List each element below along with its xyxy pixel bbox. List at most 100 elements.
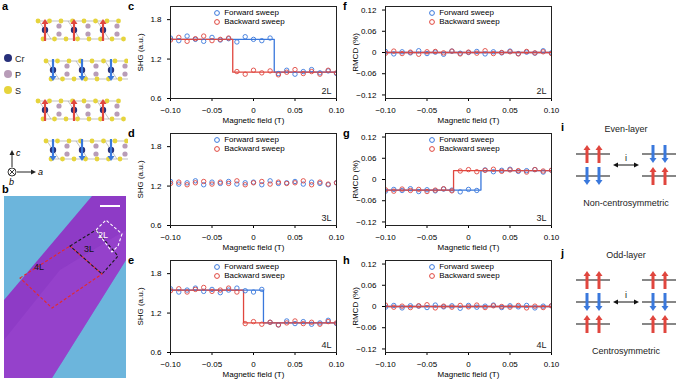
svg-text:2L: 2L bbox=[536, 86, 546, 96]
svg-text:RMCD (%): RMCD (%) bbox=[351, 160, 360, 199]
svg-text:3L: 3L bbox=[321, 213, 331, 223]
svg-text:−0.06: −0.06 bbox=[356, 323, 377, 333]
svg-text:0: 0 bbox=[251, 106, 256, 115]
svg-text:−0.10: −0.10 bbox=[160, 106, 181, 115]
svg-text:SHG (a.u.): SHG (a.u.) bbox=[136, 287, 145, 326]
svg-text:0.05: 0.05 bbox=[287, 360, 303, 369]
html-text:c: c bbox=[128, 0, 135, 12]
svg-text:0.12: 0.12 bbox=[361, 6, 377, 15]
svg-text:i: i bbox=[625, 290, 627, 300]
svg-text:SHG (a.u.): SHG (a.u.) bbox=[136, 33, 145, 72]
svg-text:Magnetic field (T): Magnetic field (T) bbox=[223, 370, 285, 379]
svg-text:−0.06: −0.06 bbox=[356, 69, 377, 79]
svg-text:a: a bbox=[38, 167, 43, 177]
svg-text:0.10: 0.10 bbox=[329, 106, 345, 115]
svg-text:Non-centrosymmetric: Non-centrosymmetric bbox=[583, 198, 669, 208]
svg-text:−0.12: −0.12 bbox=[356, 218, 377, 227]
svg-text:0.10: 0.10 bbox=[544, 233, 560, 242]
svg-text:Magnetic field (T): Magnetic field (T) bbox=[438, 243, 500, 252]
svg-text:Magnetic field (T): Magnetic field (T) bbox=[223, 116, 285, 125]
svg-text:c: c bbox=[16, 148, 21, 158]
svg-text:3L: 3L bbox=[536, 213, 546, 223]
svg-text:0.6: 0.6 bbox=[150, 94, 162, 103]
svg-text:−0.12: −0.12 bbox=[356, 345, 377, 354]
html-text:Forward sweep: Forward sweep bbox=[222, 8, 279, 17]
svg-text:−0.10: −0.10 bbox=[375, 360, 396, 369]
svg-text:−0.10: −0.10 bbox=[375, 233, 396, 242]
svg-text:Magnetic field (T): Magnetic field (T) bbox=[438, 370, 500, 379]
svg-text:0.06: 0.06 bbox=[361, 281, 377, 290]
svg-text:−0.05: −0.05 bbox=[417, 233, 438, 242]
svg-text:−0.05: −0.05 bbox=[202, 233, 223, 242]
svg-text:0: 0 bbox=[466, 233, 471, 242]
svg-text:1.2: 1.2 bbox=[150, 55, 162, 64]
svg-text:0: 0 bbox=[372, 48, 377, 57]
html-text:Forward sweep: Forward sweep bbox=[437, 262, 494, 271]
html-text:Backward sweep: Backward sweep bbox=[437, 17, 500, 26]
svg-text:−0.05: −0.05 bbox=[417, 106, 438, 115]
svg-text:Magnetic field (T): Magnetic field (T) bbox=[223, 243, 285, 252]
svg-text:RMCD (%): RMCD (%) bbox=[351, 33, 360, 72]
svg-text:3L: 3L bbox=[84, 244, 94, 254]
svg-text:Centrosymmetric: Centrosymmetric bbox=[592, 346, 661, 356]
svg-text:Even-layer: Even-layer bbox=[604, 124, 647, 134]
svg-text:0.6: 0.6 bbox=[150, 348, 162, 357]
svg-text:0.06: 0.06 bbox=[361, 27, 377, 36]
svg-text:Odd-layer: Odd-layer bbox=[606, 250, 646, 260]
svg-text:0.6: 0.6 bbox=[150, 221, 162, 230]
svg-text:0: 0 bbox=[372, 175, 377, 184]
svg-text:4L: 4L bbox=[321, 340, 331, 350]
svg-text:P: P bbox=[15, 70, 21, 80]
svg-text:SHG (a.u.): SHG (a.u.) bbox=[136, 160, 145, 199]
svg-text:0.10: 0.10 bbox=[329, 233, 345, 242]
html-text:Forward sweep: Forward sweep bbox=[437, 135, 494, 144]
svg-text:1.2: 1.2 bbox=[150, 309, 162, 318]
svg-text:4L: 4L bbox=[536, 340, 546, 350]
svg-text:−0.10: −0.10 bbox=[375, 106, 396, 115]
html-text:Forward sweep: Forward sweep bbox=[222, 135, 279, 144]
svg-text:1.8: 1.8 bbox=[150, 142, 162, 151]
svg-text:−0.05: −0.05 bbox=[417, 360, 438, 369]
svg-text:0.10: 0.10 bbox=[544, 360, 560, 369]
svg-text:0.05: 0.05 bbox=[287, 106, 303, 115]
svg-text:−0.05: −0.05 bbox=[202, 360, 223, 369]
svg-text:−0.10: −0.10 bbox=[160, 233, 181, 242]
svg-text:i: i bbox=[625, 153, 627, 163]
html-text:Forward sweep: Forward sweep bbox=[437, 8, 494, 17]
svg-text:0.05: 0.05 bbox=[502, 106, 518, 115]
svg-text:0: 0 bbox=[372, 302, 377, 311]
html-text:Backward sweep: Backward sweep bbox=[437, 271, 500, 280]
svg-text:−0.12: −0.12 bbox=[356, 91, 377, 100]
html-text:Forward sweep: Forward sweep bbox=[222, 262, 279, 271]
svg-text:1.8: 1.8 bbox=[150, 269, 162, 278]
html-text:Backward sweep: Backward sweep bbox=[437, 144, 500, 153]
svg-text:1.8: 1.8 bbox=[150, 15, 162, 24]
svg-text:4L: 4L bbox=[34, 262, 44, 272]
svg-text:2L: 2L bbox=[321, 86, 331, 96]
html-text:Backward sweep: Backward sweep bbox=[222, 271, 285, 280]
svg-text:0.05: 0.05 bbox=[502, 233, 518, 242]
html-text:Backward sweep: Backward sweep bbox=[222, 17, 285, 26]
svg-text:0.06: 0.06 bbox=[361, 154, 377, 163]
svg-text:b: b bbox=[9, 177, 14, 187]
svg-text:Magnetic field (T): Magnetic field (T) bbox=[438, 116, 500, 125]
svg-text:0.12: 0.12 bbox=[361, 133, 377, 142]
svg-text:0: 0 bbox=[466, 106, 471, 115]
svg-text:2L: 2L bbox=[98, 230, 108, 240]
svg-text:0.10: 0.10 bbox=[544, 106, 560, 115]
svg-text:0.10: 0.10 bbox=[329, 360, 345, 369]
svg-text:0.05: 0.05 bbox=[287, 233, 303, 242]
svg-text:0: 0 bbox=[466, 360, 471, 369]
svg-text:1.2: 1.2 bbox=[150, 182, 162, 191]
svg-text:RMCD (%): RMCD (%) bbox=[351, 287, 360, 326]
svg-text:0: 0 bbox=[251, 360, 256, 369]
svg-text:−0.05: −0.05 bbox=[202, 106, 223, 115]
svg-text:−0.06: −0.06 bbox=[356, 196, 377, 206]
svg-text:0.05: 0.05 bbox=[502, 360, 518, 369]
svg-text:0.12: 0.12 bbox=[361, 260, 377, 269]
svg-text:0: 0 bbox=[251, 233, 256, 242]
html-text:Backward sweep: Backward sweep bbox=[222, 144, 285, 153]
svg-text:Cr: Cr bbox=[15, 54, 25, 64]
svg-text:−0.10: −0.10 bbox=[160, 360, 181, 369]
svg-text:S: S bbox=[15, 86, 21, 96]
